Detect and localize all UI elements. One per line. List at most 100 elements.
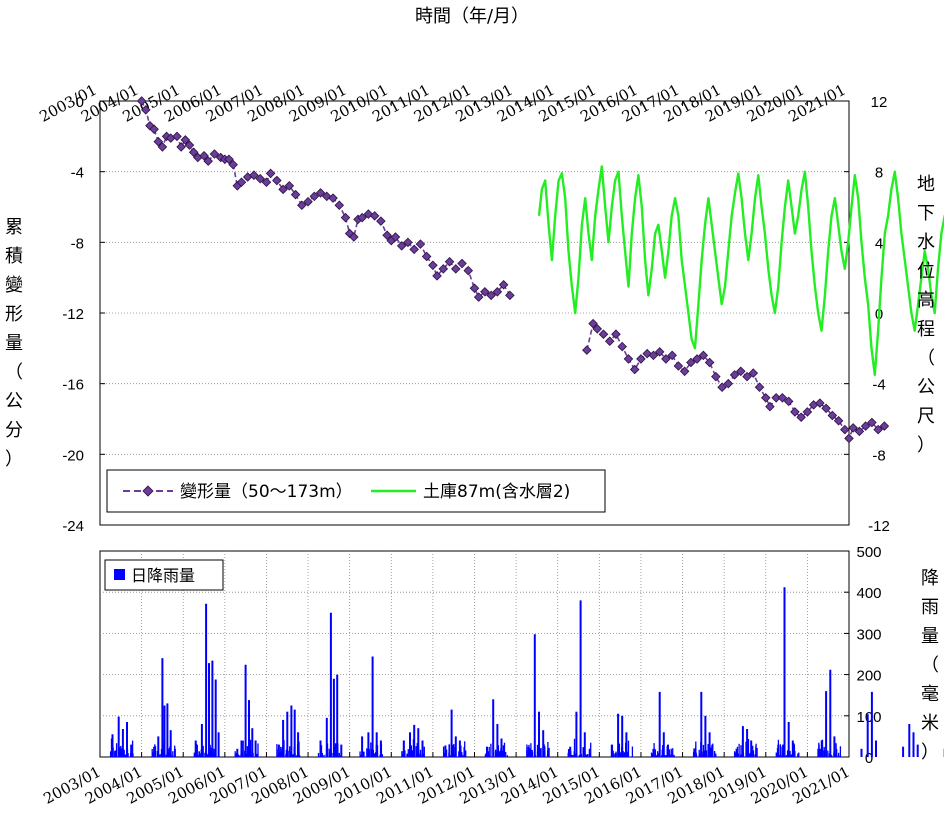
bottom-panel: 0 100 200 300 400 500 2003/012004/012005/0120…	[40, 544, 944, 808]
deformation-point	[840, 424, 850, 435]
deformation-point	[480, 287, 490, 297]
deformation-point	[209, 149, 220, 159]
deformation-point	[736, 366, 746, 377]
deformation-point	[636, 354, 646, 364]
deformation-point	[141, 105, 151, 115]
deformation-point	[438, 264, 449, 274]
deformation-line	[586, 321, 885, 441]
legend-rain-label: 日降雨量	[131, 566, 195, 585]
deformation-point	[648, 350, 659, 361]
legend-rain-swatch	[114, 569, 125, 580]
deformation-point	[748, 368, 759, 378]
bottom-x-tick-labels: 2003/012004/012005/012006/012007/012008/…	[40, 752, 853, 808]
rain-tick-label: 200	[856, 668, 881, 685]
deformation-point	[349, 232, 359, 242]
deformation-point	[363, 209, 374, 219]
deformation-point	[611, 329, 621, 339]
deformation-point	[604, 336, 615, 347]
deformation-point	[679, 366, 690, 377]
deformation-point	[723, 378, 734, 389]
deformation-point	[821, 403, 831, 414]
deformation-point	[860, 421, 871, 431]
right-tick-label: -8	[872, 447, 885, 464]
deformation-point	[290, 189, 301, 200]
deformation-point	[272, 175, 282, 186]
deformation-point	[704, 357, 715, 368]
right-y-axis-title: 地下水位高程（公尺）	[917, 174, 935, 456]
deformation-point	[297, 200, 307, 210]
deformation-point	[390, 232, 401, 242]
right-tick-label: -4	[872, 377, 885, 394]
deformation-point	[176, 142, 186, 152]
deformation-point	[228, 159, 238, 170]
deformation-point	[588, 318, 598, 329]
deformation-point	[486, 290, 496, 301]
right-tick-label: 8	[875, 165, 883, 182]
right-y-axis-title-text: 地下水位高程（公尺）	[917, 174, 935, 456]
deformation-point	[686, 357, 696, 368]
deformation-point	[184, 140, 195, 150]
bottom-right-tick-labels: 0 100 200 300 400 500	[844, 544, 882, 767]
rain-y-axis-title-text: 降雨量（毫米）	[921, 568, 939, 763]
deformation-point	[315, 188, 326, 198]
left-tick-label: -20	[62, 447, 84, 464]
left-tick-label: -24	[62, 518, 84, 535]
rain-tick-label: 300	[856, 626, 881, 643]
deformation-series	[136, 96, 890, 444]
top-legend-box	[106, 469, 606, 513]
deformation-point	[761, 393, 771, 403]
deformation-point	[879, 421, 890, 431]
deformation-point	[463, 265, 474, 276]
rain-tick-label: 0	[865, 750, 873, 767]
rain-tick-label: 100	[856, 709, 881, 726]
deformation-point	[199, 151, 209, 161]
deformation-point	[867, 417, 877, 428]
deformation-point	[188, 147, 199, 157]
deformation-point	[617, 341, 627, 352]
deformation-point	[309, 191, 320, 202]
deformation-point	[777, 393, 788, 403]
deformation-point	[844, 433, 854, 444]
deformation-point	[754, 382, 765, 392]
groundwater-line	[537, 165, 944, 376]
deformation-point	[667, 350, 677, 361]
deformation-point	[717, 382, 727, 392]
deformation-point	[403, 237, 413, 248]
deformation-point	[203, 156, 213, 166]
deformation-point	[224, 154, 234, 165]
legend-deformation-marker	[142, 485, 154, 497]
deformation-point	[827, 410, 838, 421]
deformation-point	[469, 283, 480, 294]
deformation-point	[848, 423, 858, 433]
legend-groundwater-label: 土庫87m(含水層2)	[423, 482, 570, 502]
deformation-point	[473, 292, 484, 302]
left-tick-label: -16	[62, 377, 84, 394]
deformation-point	[783, 396, 794, 407]
left-tick-label: 0	[76, 94, 84, 111]
rain-series	[109, 587, 944, 757]
deformation-point	[261, 177, 272, 188]
deformation-point	[136, 96, 147, 106]
deformation-point	[249, 170, 259, 180]
top-legend: 變形量（50～173m） 土庫87m(含水層2)	[106, 469, 606, 513]
left-y-axis-title-text: 累積變形量（公分）	[5, 217, 23, 470]
deformation-point	[498, 279, 509, 290]
deformation-point	[451, 264, 461, 274]
deformation-point	[698, 350, 709, 361]
top-x-axis-title: 時間（年/月）	[415, 6, 529, 27]
deformation-point	[582, 345, 592, 355]
deformation-point	[265, 168, 276, 179]
deformation-point	[322, 191, 332, 202]
right-tick-label: -12	[868, 518, 890, 535]
deformation-point	[796, 412, 806, 422]
deformation-point	[180, 135, 191, 145]
deformation-point	[149, 124, 159, 135]
deformation-point	[629, 364, 640, 375]
deformation-point	[328, 193, 338, 203]
rain-y-axis-title: 降雨量（毫米）	[921, 568, 939, 763]
deformation-point	[409, 244, 419, 255]
deformation-point	[492, 287, 503, 297]
